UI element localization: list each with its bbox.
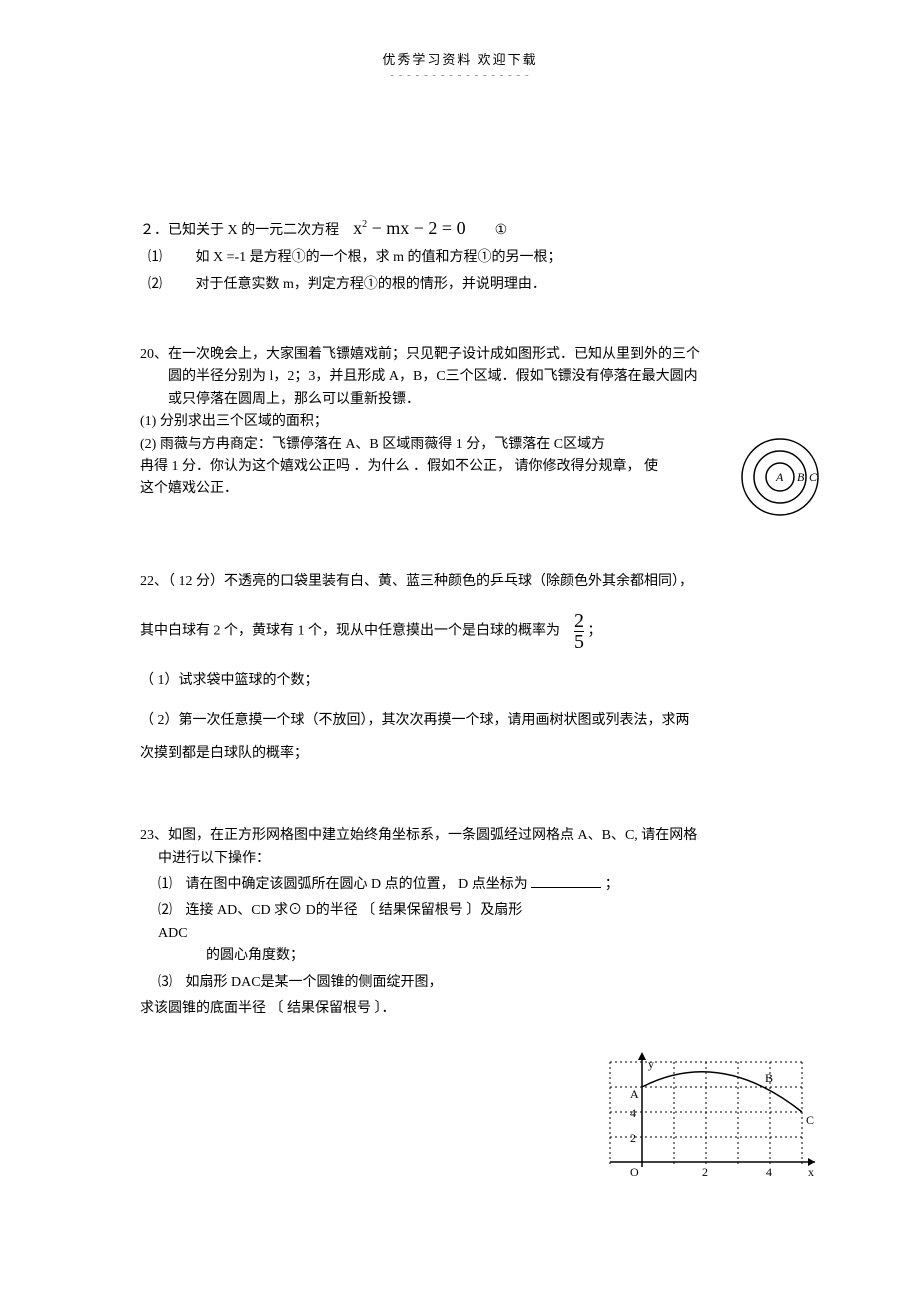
eq-x: x	[353, 218, 362, 238]
grid-xtick-2: 2	[702, 1165, 708, 1179]
grid-label-o: O	[630, 1165, 639, 1179]
grid-label-y: y	[648, 1057, 654, 1071]
q23-line1b: 中进行以下操作：	[140, 848, 780, 870]
question-22: 22、（ 12 分）不透亮的口袋里装有白、黄、蓝三种颜色的乒乓球（除颜色外其余都…	[140, 571, 780, 766]
q23-item2b: 的圆心角度数；	[140, 945, 780, 967]
q22-sub1: （ 1）试求袋中篮球的个数；	[140, 670, 780, 692]
grid-label-a: A	[630, 1087, 639, 1101]
q22-sub2a: （ 2）第一次任意摸一个球（不放回），其次次再摸一个球，请用画树状图或列表法，求…	[140, 710, 780, 732]
grid-label-c: C	[806, 1113, 814, 1127]
q2-item2-text: 对于任意实数 m，判定方程①的根的情形，并说明理由．	[196, 277, 546, 292]
q22-fraction: 2 5	[574, 611, 584, 652]
header-dashes: - - - - - - - - - - - - - - - - -	[140, 67, 780, 85]
q23-item2-index: ⑵	[158, 900, 182, 922]
frac-den: 5	[574, 631, 584, 652]
q20-sub1: (1) 分别求出三个区域的面积；	[140, 411, 780, 433]
q2-eq-tag: ①	[495, 223, 508, 238]
grid-label-b: B	[765, 1071, 773, 1085]
q20-line3: 或只停落在圆周上，那么可以重新投镖．	[140, 389, 780, 411]
q23-item1a: 请在图中确定该圆弧所在圆心 D 点的位置， D 点坐标为	[186, 877, 528, 892]
q23-item1b: ；	[605, 877, 619, 892]
q20-sub2c: 这个嬉戏公正．	[140, 478, 780, 500]
q20-sub2a: (2) 雨薇与方冉商定：飞镖停落在 A、B 区域雨薇得 1 分，飞镖落在 C区域…	[140, 434, 780, 456]
q23-blank[interactable]	[531, 875, 601, 888]
q23-item3-index: ⑶	[158, 972, 182, 994]
q2-item1-text: 如 X =-1 是方程①的一个根，求 m 的值和方程①的另一根；	[196, 250, 562, 265]
question-20: 20、在一次晚会上，大家围着飞镖嬉戏前；只见靶子设计成如图形式．已知从里到外的三…	[140, 344, 780, 501]
question-2: ２．已知关于 X 的一元二次方程 x2 − mx − 2 = 0 ① ⑴ 如 X…	[140, 214, 780, 296]
q2-item2-index: ⑵	[168, 274, 192, 296]
frac-num: 2	[574, 611, 584, 631]
q23-tail: 求该圆锥的底面半径 〔 结果保留根号 〕．	[140, 998, 780, 1020]
q23-item2a: 连接 AD、CD 求⊙ D的半径 〔 结果保留根号 〕及扇形 ADC	[158, 903, 522, 940]
q23-item3: 如扇形 DAC是某一个圆锥的侧面绽开图，	[186, 975, 443, 990]
q22-frac-tail: ；	[588, 624, 602, 639]
target-label-b: B	[797, 470, 805, 484]
question-23: 23、如图，在正方形网格图中建立始终角坐标系，一条圆弧经过网格点 A、B、C, …	[140, 825, 780, 994]
q22-sub2b: 次摸到都是白球队的概率；	[140, 743, 780, 765]
grid-label-x: x	[808, 1165, 814, 1179]
q20-sub2b: 冉得 1 分．你认为这个嬉戏公正吗 ．为什么 ．假如不公正， 请你修改得分规章，…	[140, 456, 780, 478]
q2-equation: x2 − mx − 2 = 0	[353, 218, 470, 238]
target-diagram: A B C	[740, 432, 830, 522]
grid-diagram: A B C y x O 2 4 2 4	[590, 1052, 820, 1192]
target-label-c: C	[809, 470, 818, 484]
q22-line2a: 其中白球有 2 个，黄球有 1 个，现从中任意摸出一个是白球的概率为	[140, 624, 560, 639]
q2-item1-index: ⑴	[168, 247, 192, 269]
q23-line1a: 23、如图，在正方形网格图中建立始终角坐标系，一条圆弧经过网格点 A、B、C, …	[140, 825, 780, 847]
grid-xtick-4: 4	[766, 1165, 772, 1179]
q2-prefix: ２．已知关于 X 的一元二次方程	[140, 223, 339, 238]
grid-ytick-4: 4	[630, 1106, 636, 1120]
q23-item1-index: ⑴	[158, 874, 182, 896]
q20-line1: 20、在一次晚会上，大家围着飞镖嬉戏前；只见靶子设计成如图形式．已知从里到外的三…	[140, 344, 780, 366]
target-label-a: A	[775, 470, 784, 484]
eq-rest: − mx − 2 = 0	[367, 218, 465, 238]
q20-line2: 圆的半径分别为 l，2；3，并且形成 A，B，C三个区域．假如飞镖没有停落在最大…	[140, 366, 780, 388]
q22-line1: 22、（ 12 分）不透亮的口袋里装有白、黄、蓝三种颜色的乒乓球（除颜色外其余都…	[140, 571, 780, 593]
grid-ytick-2: 2	[630, 1131, 636, 1145]
